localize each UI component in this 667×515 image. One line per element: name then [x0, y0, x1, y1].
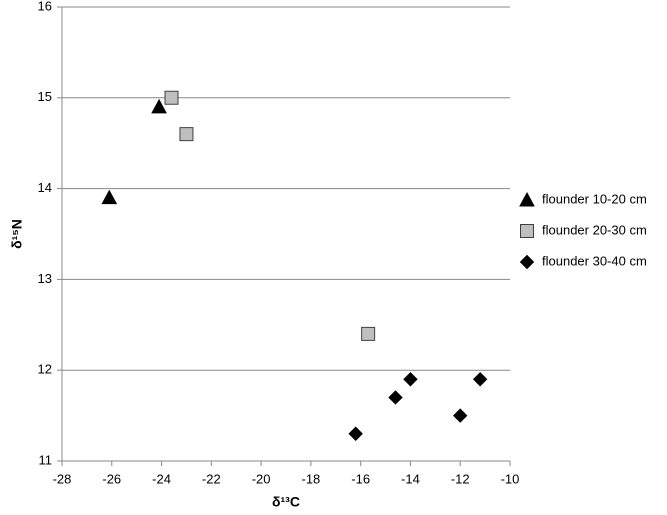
- x-axis-title: δ¹³C: [272, 494, 300, 510]
- y-axis-title: δ¹⁵N: [9, 219, 25, 249]
- x-tick-label: -26: [102, 471, 121, 486]
- point: [164, 90, 179, 105]
- y-tick-label: 13: [38, 271, 52, 286]
- x-tick-label: -22: [202, 471, 221, 486]
- x-tick-label: -14: [401, 471, 420, 486]
- x-tick-label: -28: [53, 471, 72, 486]
- x-tick-label: -16: [351, 471, 370, 486]
- point: [472, 372, 488, 387]
- y-tick-label: 15: [38, 89, 52, 104]
- legend-marker: [519, 191, 535, 207]
- point: [403, 372, 418, 387]
- x-tick-label: -18: [301, 471, 320, 486]
- y-tick-label: 16: [38, 0, 52, 13]
- x-tick-label: -20: [252, 471, 271, 486]
- point: [453, 408, 468, 423]
- point: [101, 189, 118, 205]
- legend-label: flounder 10-20 cm: [542, 191, 647, 206]
- point: [151, 98, 167, 114]
- legend-label: flounder 20-30 cm: [542, 222, 647, 237]
- point: [361, 326, 376, 341]
- point: [348, 426, 363, 441]
- y-tick-label: 11: [39, 452, 53, 467]
- y-tick-label: 12: [38, 362, 52, 377]
- y-tick-label: 14: [38, 180, 52, 195]
- legend-marker: [520, 224, 534, 238]
- point: [388, 390, 403, 405]
- point: [179, 127, 194, 142]
- x-tick-label: -24: [152, 471, 171, 486]
- legend-marker: [519, 254, 535, 270]
- legend-label: flounder 30-40 cm: [542, 253, 647, 268]
- x-tick-label: -12: [451, 471, 470, 486]
- x-tick-label: -10: [501, 471, 520, 486]
